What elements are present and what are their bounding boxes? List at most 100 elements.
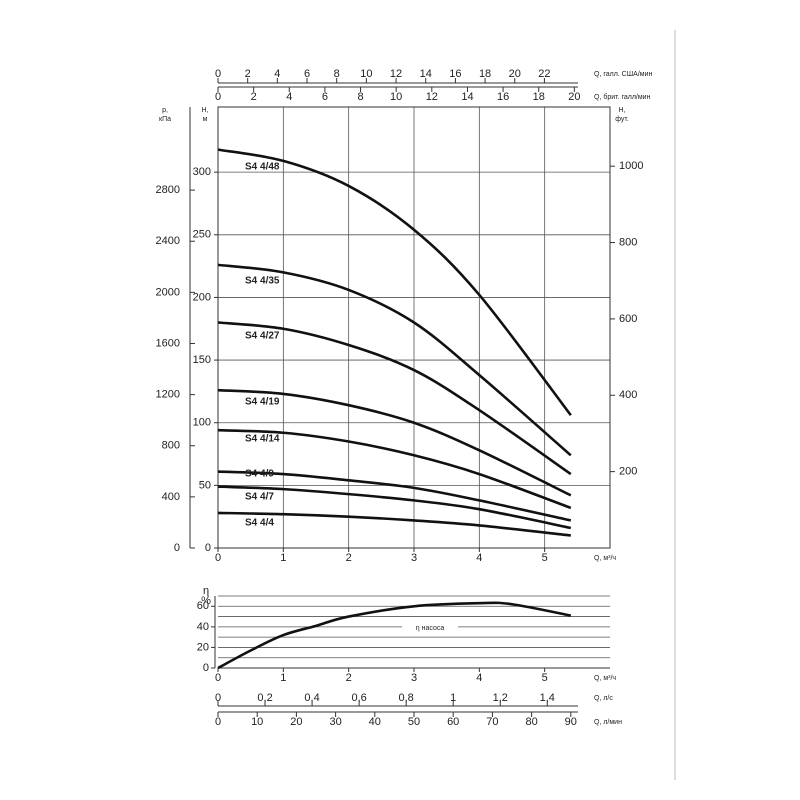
x-tick-label: 2 xyxy=(346,672,352,684)
x-tick-label: 3 xyxy=(411,552,417,564)
x-axis-title: Q, л/с xyxy=(594,695,613,702)
x-tick-label: 80 xyxy=(525,716,537,728)
y-axis-title: η xyxy=(203,585,209,597)
x-tick-label: 18 xyxy=(533,91,545,103)
series-label: S4 4/7 xyxy=(245,492,274,503)
x-tick-label: 1,2 xyxy=(493,692,508,704)
y-tick-label: 1600 xyxy=(156,337,180,349)
y-tick-label: 50 xyxy=(199,479,211,491)
y-axis-title: % xyxy=(201,595,211,607)
x-tick-label: 3 xyxy=(411,672,417,684)
y-tick-label: 250 xyxy=(193,229,211,241)
x-tick-label: 0 xyxy=(215,672,221,684)
y-tick-label: 1000 xyxy=(619,160,643,172)
series-label: S4 4/4 xyxy=(245,518,274,529)
x-tick-label: 4 xyxy=(476,672,482,684)
x-axis-title: Q, м³/ч xyxy=(594,555,616,562)
x-tick-label: 1 xyxy=(450,692,456,704)
y-tick-label: 2400 xyxy=(156,235,180,247)
x-tick-label: 20 xyxy=(568,91,580,103)
x-tick-label: 0 xyxy=(215,68,221,80)
y-tick-label: 60 xyxy=(197,600,209,612)
curve xyxy=(217,601,572,670)
x-tick-label: 12 xyxy=(426,91,438,103)
x-tick-label: 8 xyxy=(334,68,340,80)
x-tick-label: 10 xyxy=(390,91,402,103)
x-tick-label: 2 xyxy=(245,68,251,80)
y-tick-label: 1200 xyxy=(156,389,180,401)
x-tick-label: 0 xyxy=(215,692,221,704)
y-tick-label: 800 xyxy=(162,440,180,452)
y-tick-label: 600 xyxy=(619,313,637,325)
x-tick-label: 0 xyxy=(215,716,221,728)
x-tick-label: 8 xyxy=(357,91,363,103)
x-tick-label: 16 xyxy=(449,68,461,80)
x-tick-label: 14 xyxy=(420,68,432,80)
curve xyxy=(217,148,572,416)
curve xyxy=(217,388,572,497)
x-tick-label: 1 xyxy=(280,552,286,564)
x-axis-title: Q, л/мин xyxy=(594,719,622,726)
y-tick-label: 2800 xyxy=(156,184,180,196)
x-tick-label: 1 xyxy=(280,672,286,684)
y-tick-label: 300 xyxy=(193,166,211,178)
y-tick-label: 200 xyxy=(619,466,637,478)
series-label: η насоса xyxy=(416,625,445,632)
x-tick-label: 18 xyxy=(479,68,491,80)
series-label: S4 4/48 xyxy=(245,162,280,173)
x-tick-label: 5 xyxy=(542,552,548,564)
y-tick-label: 150 xyxy=(193,354,211,366)
y-axis-title: м xyxy=(203,116,208,123)
y-tick-label: 2000 xyxy=(156,286,180,298)
label-background xyxy=(402,622,458,634)
curve xyxy=(217,321,572,476)
y-axis-title: p, xyxy=(162,107,168,114)
y-tick-label: 800 xyxy=(619,236,637,248)
y-axis-title: кПа xyxy=(159,116,171,123)
curve xyxy=(217,470,572,522)
x-tick-label: 2 xyxy=(251,91,257,103)
curve xyxy=(217,428,572,510)
x-tick-label: 4 xyxy=(274,68,280,80)
x-tick-label: 20 xyxy=(290,716,302,728)
series-label: S4 4/14 xyxy=(245,434,280,445)
x-tick-label: 0 xyxy=(215,91,221,103)
curve xyxy=(217,511,571,537)
series-label: S4 4/35 xyxy=(245,276,280,287)
x-tick-label: 40 xyxy=(369,716,381,728)
x-tick-label: 50 xyxy=(408,716,420,728)
x-tick-label: 5 xyxy=(542,672,548,684)
y-axis-title: фут. xyxy=(615,116,629,123)
y-tick-label: 40 xyxy=(197,621,209,633)
y-tick-label: 100 xyxy=(193,417,211,429)
y-tick-label: 0 xyxy=(174,542,180,554)
x-tick-label: 14 xyxy=(461,91,473,103)
y-tick-label: 200 xyxy=(193,291,211,303)
x-axis-title: Q, брит. галл/мин xyxy=(594,93,651,101)
curve xyxy=(217,263,572,457)
x-tick-label: 2 xyxy=(346,552,352,564)
x-tick-label: 10 xyxy=(360,68,372,80)
y-axis-title: H, xyxy=(619,107,626,114)
series-label: S4 4/9 xyxy=(245,469,274,480)
x-tick-label: 22 xyxy=(538,68,550,80)
x-tick-label: 60 xyxy=(447,716,459,728)
series-label: S4 4/27 xyxy=(245,331,280,342)
x-tick-label: 6 xyxy=(304,68,310,80)
x-tick-label: 0 xyxy=(215,552,221,564)
x-tick-label: 30 xyxy=(329,716,341,728)
x-tick-label: 10 xyxy=(251,716,263,728)
x-axis-title: Q, галл. США/мин xyxy=(594,71,652,78)
y-tick-label: 0 xyxy=(205,542,211,554)
y-tick-label: 20 xyxy=(197,641,209,653)
x-tick-label: 4 xyxy=(286,91,292,103)
x-tick-label: 90 xyxy=(565,716,577,728)
y-tick-label: 0 xyxy=(203,662,209,674)
x-tick-label: 0,6 xyxy=(351,692,366,704)
x-tick-label: 0,2 xyxy=(257,692,272,704)
series-label: S4 4/19 xyxy=(245,397,280,408)
x-tick-label: 20 xyxy=(509,68,521,80)
y-tick-label: 400 xyxy=(162,491,180,503)
